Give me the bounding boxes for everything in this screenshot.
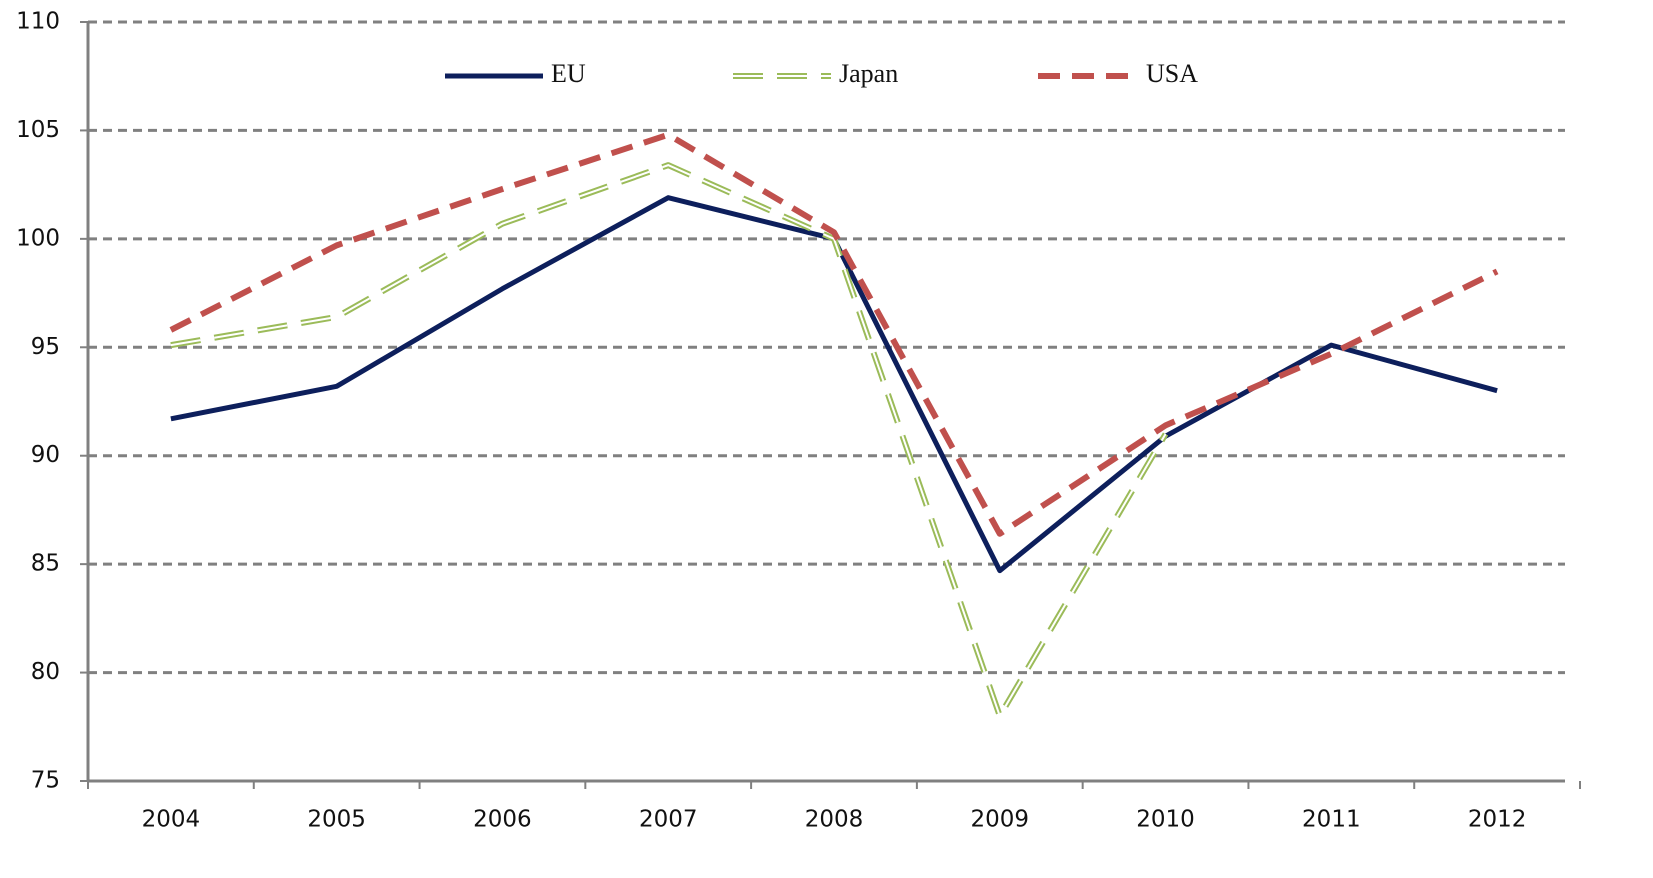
x-tick-label: 2006	[473, 807, 532, 833]
x-tick-label: 2012	[1468, 807, 1527, 833]
x-tick-label: 2007	[639, 807, 698, 833]
series-line	[169, 131, 1499, 537]
y-tick-label: 100	[16, 225, 60, 251]
y-tick-label: 75	[31, 768, 60, 794]
legend-label: USA	[1146, 59, 1198, 88]
legend-label: Japan	[839, 59, 898, 88]
x-tick-label: 2008	[805, 807, 864, 833]
series-line	[170, 195, 1498, 574]
legend-label: EU	[551, 59, 586, 88]
y-tick-label: 105	[16, 117, 60, 143]
series-line-inner	[170, 164, 1167, 719]
x-tick-label: 2005	[307, 807, 366, 833]
x-tick-label: 2004	[142, 807, 201, 833]
y-tick-label: 85	[31, 551, 60, 577]
x-tick-label: 2010	[1136, 807, 1195, 833]
y-tick-label: 80	[31, 659, 60, 685]
x-tick-label: 2009	[971, 807, 1030, 833]
y-tick-label: 110	[16, 9, 60, 35]
y-tick-label: 90	[31, 442, 60, 468]
y-tick-label: 95	[31, 334, 60, 360]
series-line	[170, 162, 1169, 719]
x-tick-label: 2011	[1302, 807, 1361, 833]
